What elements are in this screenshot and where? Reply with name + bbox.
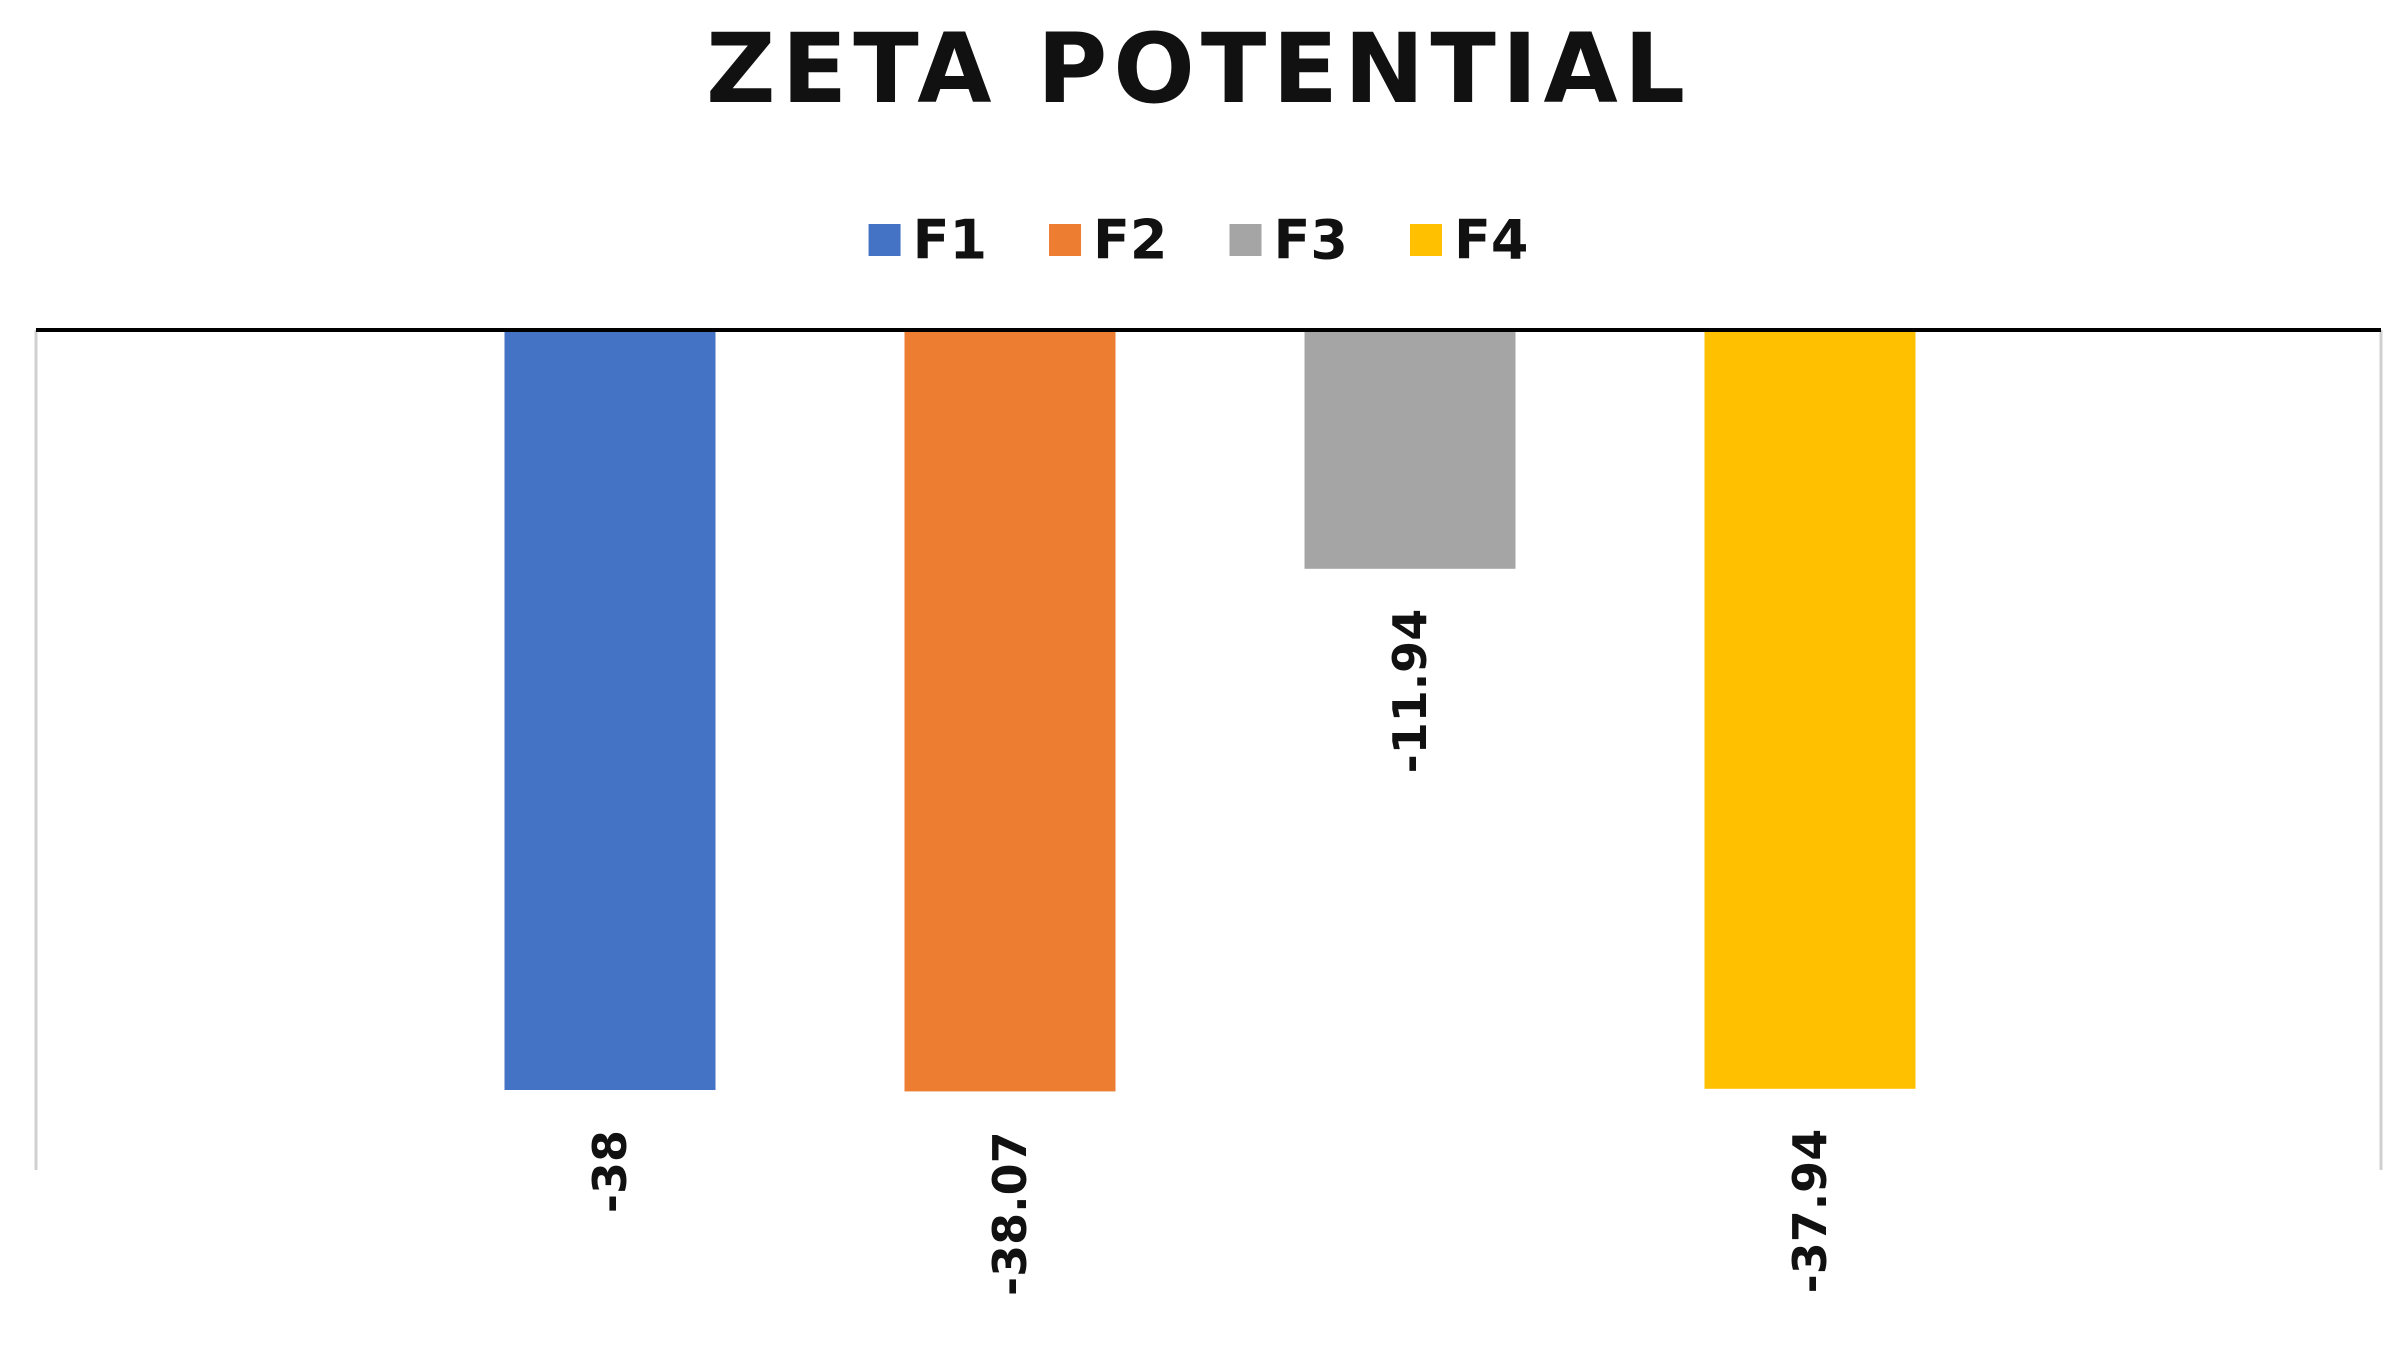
- bar-f1: [504, 330, 716, 1090]
- data-label-f4: -37.94: [1783, 1129, 1837, 1294]
- legend-label-f3: F3: [1274, 209, 1348, 272]
- data-label-f3: -11.94: [1383, 609, 1437, 774]
- legend-swatch-f2: [1049, 224, 1082, 256]
- legend-swatch-f3: [1229, 224, 1262, 256]
- data-label-f2: -38.07: [983, 1131, 1037, 1296]
- legend-label-f4: F4: [1454, 209, 1528, 272]
- bar-f3: [1304, 330, 1516, 569]
- chart-legend: F1 F2 F3 F4: [868, 209, 1528, 272]
- legend-swatch-f1: [868, 224, 901, 256]
- bar-series: [504, 330, 1916, 1092]
- legend-swatch-f4: [1409, 224, 1442, 256]
- data-labels: -38 -38.07 -11.94 -37.94: [583, 609, 1837, 1296]
- legend-label-f2: F2: [1093, 209, 1167, 272]
- data-label-f1: -38: [583, 1130, 637, 1213]
- bar-f4: [1704, 330, 1916, 1089]
- legend-label-f1: F1: [913, 209, 987, 272]
- plot-area: [34, 330, 2383, 1170]
- chart-title: ZETA POTENTIAL: [706, 13, 1691, 125]
- bar-f2: [904, 330, 1116, 1092]
